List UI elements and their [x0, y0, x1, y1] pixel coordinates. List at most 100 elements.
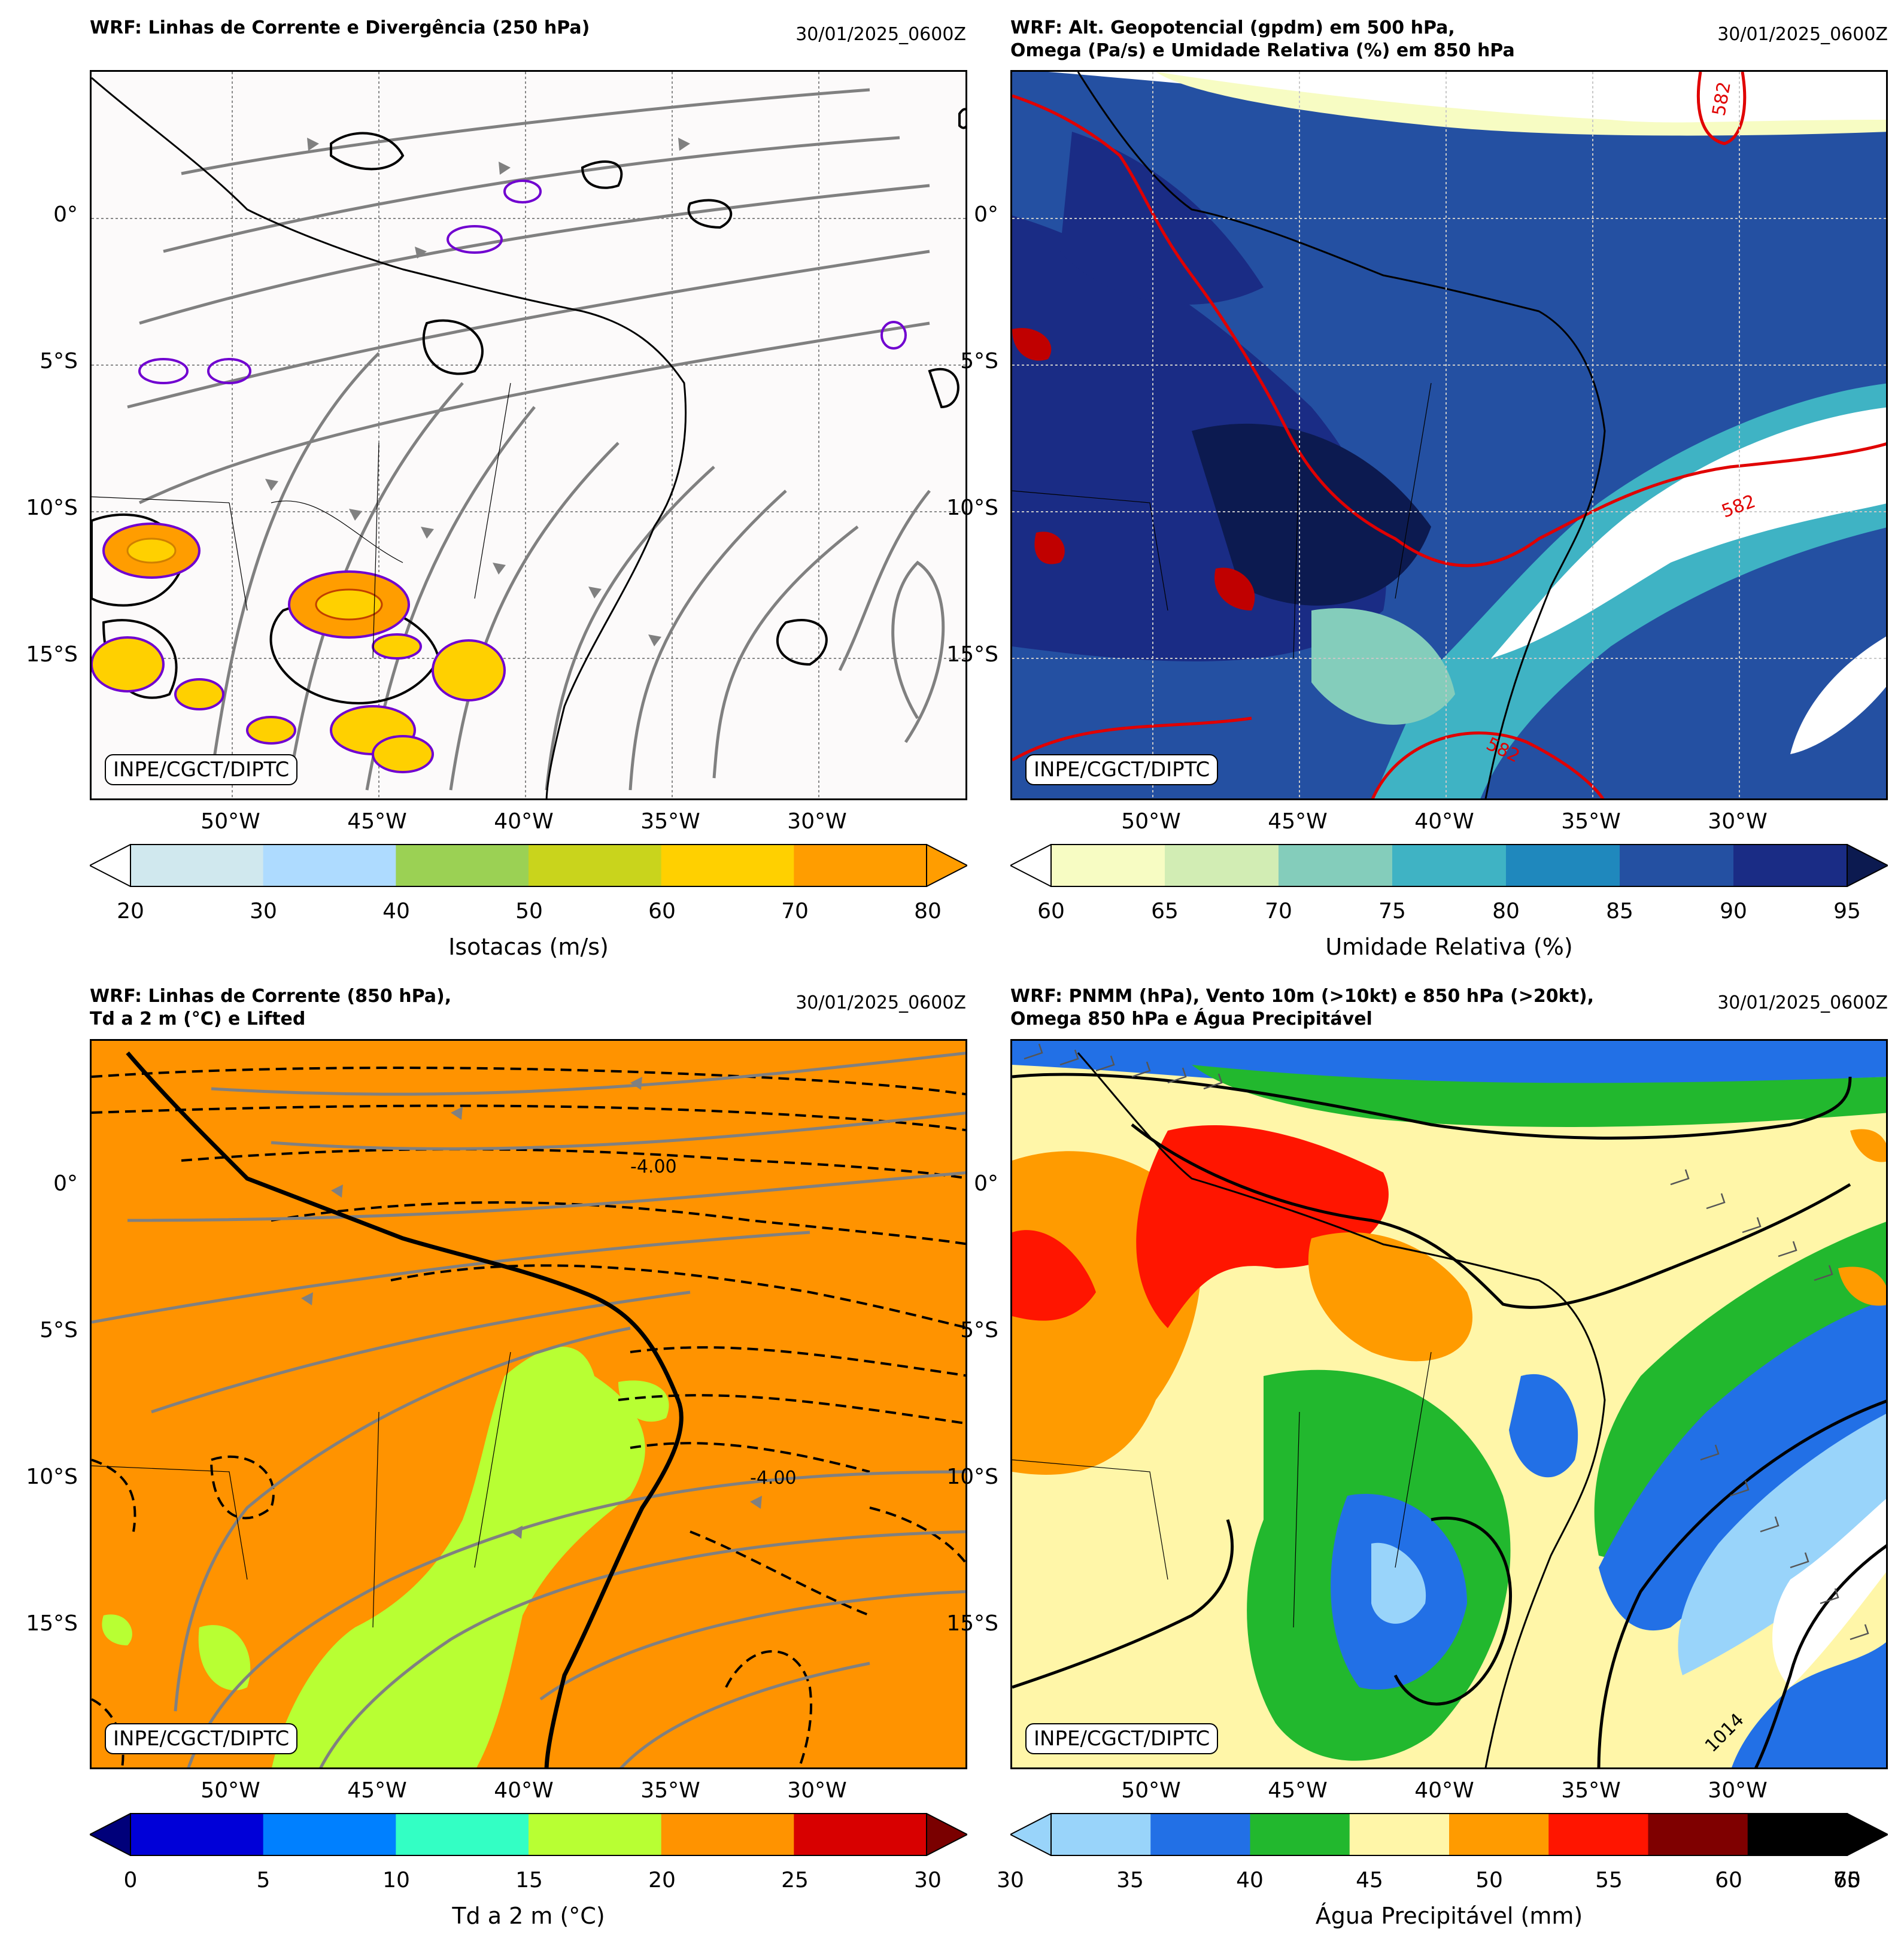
lat-label: 15°S	[946, 642, 998, 667]
colorbar-under-arrow	[1010, 1813, 1052, 1856]
colorbar-segment	[263, 1814, 396, 1855]
lat-label: 15°S	[26, 1611, 78, 1636]
lon-label: 30°W	[787, 1778, 847, 1803]
colorbar-segment	[1051, 845, 1165, 886]
colorbar-tick: 70	[1833, 1868, 1861, 1893]
lat-label: 15°S	[26, 642, 78, 667]
credit-badge: INPE/CGCT/DIPTC	[105, 1723, 298, 1754]
colorbar-tick: 30	[914, 1868, 942, 1893]
colorbar-tick: 20	[648, 1868, 676, 1893]
colorbar-under-arrow	[1010, 844, 1052, 887]
colorbar-segment	[529, 845, 662, 886]
map-canvas	[92, 72, 965, 798]
contour-label: -4.00	[750, 1468, 797, 1489]
colorbar-tick: 75	[1378, 899, 1406, 924]
colorbar-tick: 20	[117, 899, 144, 924]
colorbar-segment	[794, 1814, 927, 1855]
lat-label: 10°S	[26, 496, 78, 520]
colorbar-tick: 40	[1236, 1868, 1264, 1893]
lon-label: 50°W	[201, 809, 260, 834]
colorbar-segment	[1733, 845, 1848, 886]
colorbar-segment	[1165, 845, 1279, 886]
lon-label: 35°W	[640, 1778, 700, 1803]
lon-label: 30°W	[787, 809, 847, 834]
credit-badge: INPE/CGCT/DIPTC	[105, 754, 298, 785]
panel-title: WRF: Linhas de Corrente (850 hPa), Td a …	[90, 986, 452, 1029]
colorbar-tick: 70	[781, 899, 809, 924]
lon-label: 50°W	[1121, 1778, 1181, 1803]
colorbar-tick: 50	[1475, 1868, 1503, 1893]
colorbar-segment	[1349, 1814, 1450, 1855]
colorbar-tick: 25	[781, 1868, 809, 1893]
colorbar-frame	[130, 844, 927, 887]
credit-badge: INPE/CGCT/DIPTC	[1025, 754, 1219, 785]
map-850hpa: -4.00 -4.00 INPE/CGCT/DIPTC	[90, 1039, 967, 1769]
colorbar-frame	[1050, 1813, 1848, 1856]
colorbar-segment	[1620, 845, 1734, 886]
colorbar-tick: 35	[1116, 1868, 1144, 1893]
colorbar-tick: 0	[123, 1868, 138, 1893]
colorbar-tick: 45	[1356, 1868, 1383, 1893]
colorbar-tick: 80	[1492, 899, 1520, 924]
lat-label: 0°	[974, 1171, 998, 1196]
colorbar-segment	[794, 845, 927, 886]
colorbar-segment	[1051, 1814, 1151, 1855]
colorbar-tick: 40	[382, 899, 410, 924]
colorbar-segment	[529, 1814, 662, 1855]
panel-title: WRF: PNMM (hPa), Vento 10m (>10kt) e 850…	[1010, 986, 1595, 1029]
map-500hpa: 582 582 582 INPE/CGCT/DIPTC	[1010, 70, 1888, 800]
lat-label: 10°S	[26, 1465, 78, 1489]
colorbar-segment	[1449, 1814, 1549, 1855]
colorbar-segment	[661, 1814, 794, 1855]
lat-label: 0°	[53, 1171, 78, 1196]
lat-label: 10°S	[946, 496, 998, 520]
colorbar-tick: 15	[515, 1868, 543, 1893]
colorbar-frame	[1050, 844, 1848, 887]
lat-label: 10°S	[946, 1465, 998, 1489]
colorbar	[1010, 844, 1888, 887]
colorbar-tick: 70	[1265, 899, 1292, 924]
colorbar	[90, 1813, 967, 1856]
colorbar-over-arrow	[1847, 1813, 1888, 1856]
colorbar-tick: 90	[1720, 899, 1747, 924]
colorbar-tick: 95	[1833, 899, 1861, 924]
colorbar-tick: 65	[1151, 899, 1179, 924]
colorbar-segment	[1392, 845, 1507, 886]
map-canvas: 1014	[1012, 1041, 1886, 1767]
colorbar-frame	[130, 1813, 927, 1856]
colorbar	[90, 844, 967, 887]
contour-label: -4.00	[630, 1156, 677, 1177]
colorbar-segment	[396, 1814, 529, 1855]
colorbar-segment	[1150, 1814, 1250, 1855]
lat-label: 5°S	[40, 349, 78, 373]
credit-badge: INPE/CGCT/DIPTC	[1025, 1723, 1219, 1754]
colorbar-label: Isotacas (m/s)	[448, 934, 609, 960]
lon-label: 45°W	[1268, 1778, 1328, 1803]
lon-label: 40°W	[1414, 809, 1474, 834]
colorbar	[1010, 1813, 1888, 1856]
colorbar-segment	[263, 845, 396, 886]
lon-label: 45°W	[347, 809, 407, 834]
colorbar-tick: 5	[256, 1868, 271, 1893]
lat-label: 15°S	[946, 1611, 998, 1636]
map-canvas: -4.00 -4.00	[92, 1041, 965, 1767]
colorbar-tick: 50	[515, 899, 543, 924]
lat-label: 5°S	[960, 1318, 998, 1343]
colorbar-under-arrow	[90, 1813, 131, 1856]
lon-label: 30°W	[1708, 809, 1768, 834]
colorbar-tick: 30	[250, 899, 277, 924]
lon-label: 50°W	[1121, 809, 1181, 834]
colorbar-tick: 30	[997, 1868, 1024, 1893]
panel-date: 30/01/2025_0600Z	[795, 24, 966, 45]
lon-label: 45°W	[347, 1778, 407, 1803]
colorbar-segment	[1648, 1814, 1748, 1855]
colorbar-tick: 10	[382, 1868, 410, 1893]
map-canvas: 582 582 582	[1012, 72, 1886, 798]
colorbar-segment	[1279, 845, 1393, 886]
panel-date: 30/01/2025_0600Z	[795, 992, 966, 1013]
colorbar-over-arrow	[926, 844, 967, 887]
lon-label: 35°W	[1561, 809, 1621, 834]
lon-label: 40°W	[1414, 1778, 1474, 1803]
colorbar-segment	[396, 845, 529, 886]
map-pnmm: 1014 INPE/CGCT/DIPTC	[1010, 1039, 1888, 1769]
